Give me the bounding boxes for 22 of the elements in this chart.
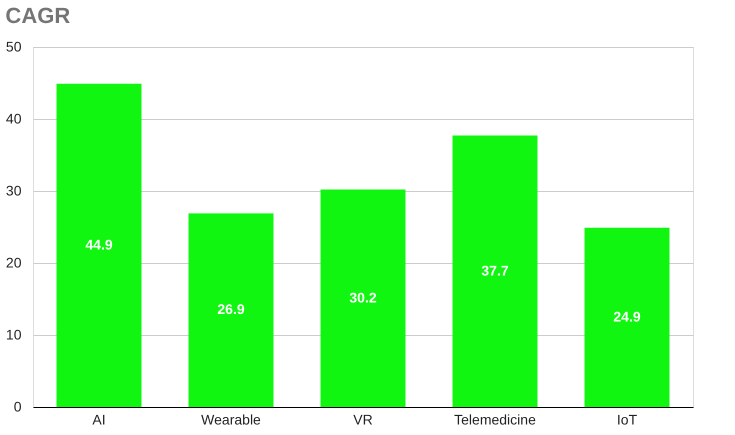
bar <box>188 213 274 407</box>
x-tick-label: VR <box>353 412 373 428</box>
y-tick-label: 40 <box>6 110 22 126</box>
bar <box>320 190 406 407</box>
y-tick-label: 50 <box>6 38 22 54</box>
data-label: 44.9 <box>85 236 113 252</box>
chart-title: CAGR <box>5 3 70 28</box>
bar <box>56 84 142 407</box>
y-tick-label: 30 <box>6 182 22 198</box>
data-label: 37.7 <box>481 262 509 278</box>
data-label: 24.9 <box>613 308 641 324</box>
y-tick-label: 10 <box>6 326 22 342</box>
x-tick-label: Telemedicine <box>454 412 536 428</box>
bar <box>584 228 670 407</box>
bar <box>452 136 538 407</box>
y-tick-label: 20 <box>6 254 22 270</box>
x-tick-label: AI <box>92 412 106 428</box>
x-tick-label: Wearable <box>201 412 262 428</box>
y-tick-label: 0 <box>14 398 22 414</box>
data-label: 26.9 <box>217 301 245 318</box>
data-label: 30.2 <box>349 289 377 306</box>
x-tick-label: IoT <box>616 412 638 428</box>
